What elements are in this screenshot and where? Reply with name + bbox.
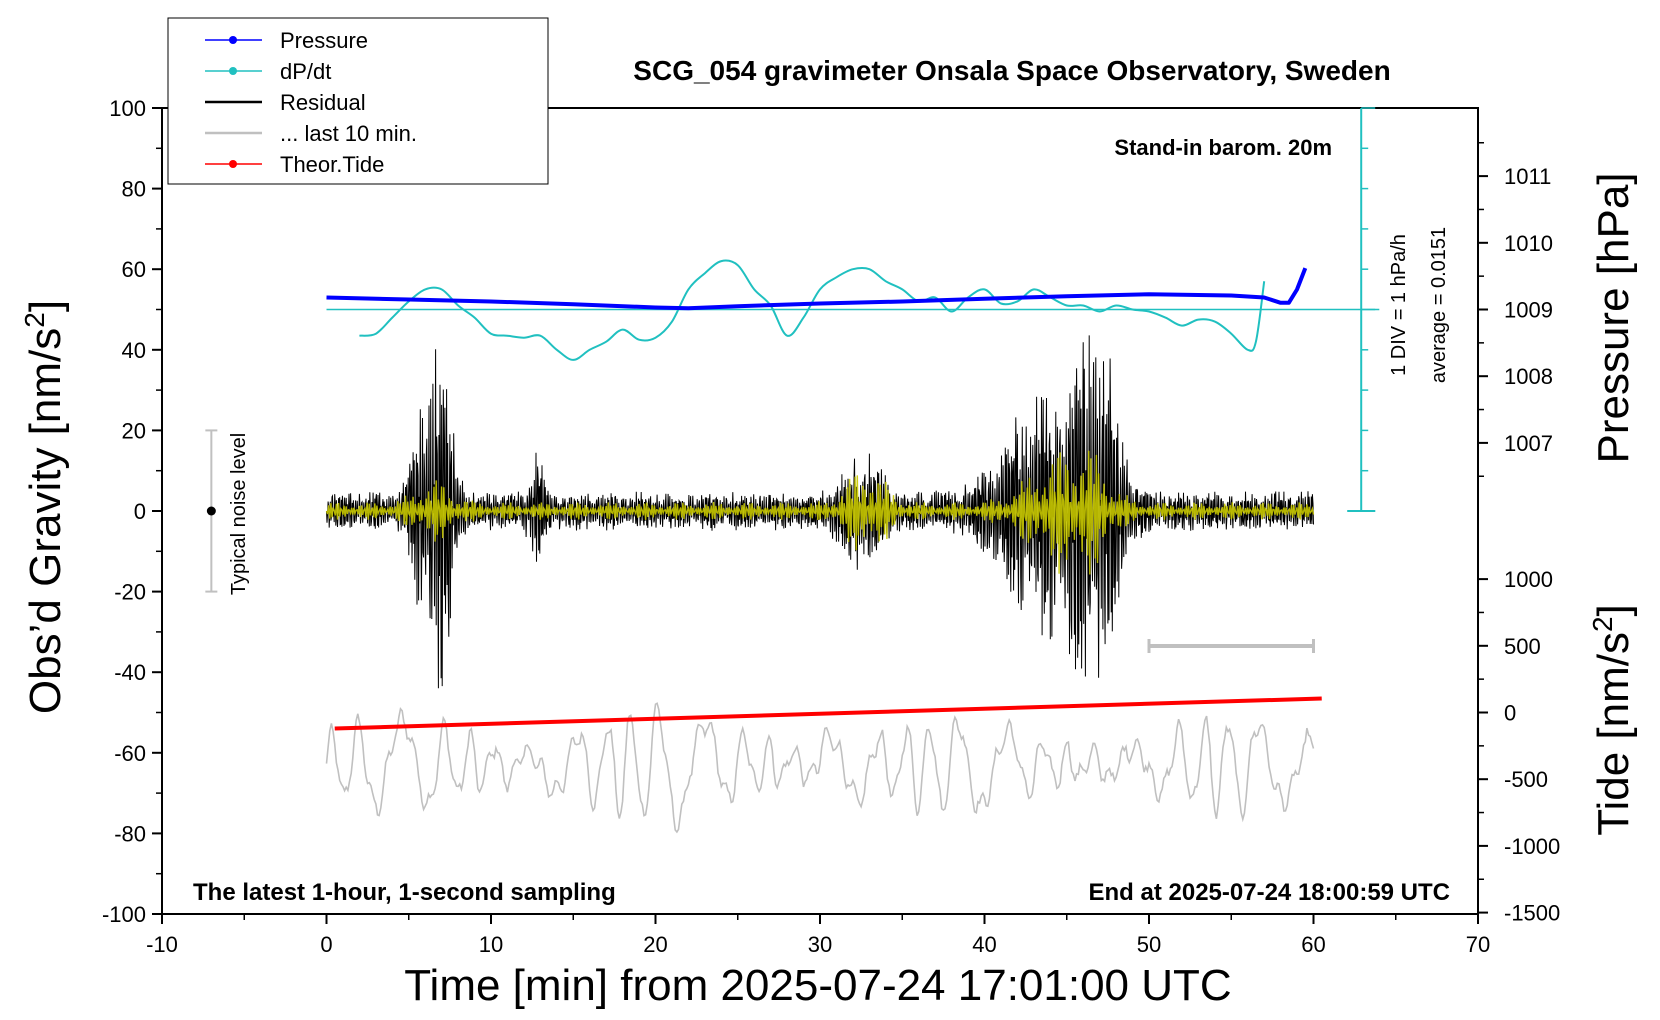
y-tick-label: -100 xyxy=(102,902,146,927)
tide-tick-label: -1500 xyxy=(1504,901,1560,926)
y-tick-label: 40 xyxy=(122,338,146,363)
legend-marker xyxy=(229,67,237,75)
x-tick-label: 50 xyxy=(1137,932,1161,957)
y-tick-label: -80 xyxy=(114,821,146,846)
x-tick-label: 20 xyxy=(643,932,667,957)
y-axis-left: 100 80 60 40 20 0 -20 -40 -60 -80 -100 xyxy=(102,96,162,927)
legend-marker xyxy=(229,160,237,168)
x-tick-label: 10 xyxy=(479,932,503,957)
y-axis-label-pressure: Pressure [hPa] xyxy=(1589,172,1638,463)
tide-axis: 1000 500 0 -500 -1000 -1500 xyxy=(1478,567,1560,926)
div-label: 1 DIV = 1 hPa/h xyxy=(1388,234,1410,376)
pressure-line xyxy=(326,267,1308,311)
y-tick-label: 80 xyxy=(122,177,146,202)
x-tick-label: -10 xyxy=(146,932,178,957)
y-tick-label: -20 xyxy=(114,580,146,605)
y-tick-label: 0 xyxy=(134,499,146,524)
legend-label: Theor.Tide xyxy=(280,152,384,177)
tide-tick-label: -1000 xyxy=(1504,834,1560,859)
tide-tick-label: 500 xyxy=(1504,634,1541,659)
tide-tick-label: 1000 xyxy=(1504,567,1553,592)
legend: Pressure dP/dt Residual ... last 10 min. The… xyxy=(167,17,549,185)
series-layer xyxy=(205,259,1380,834)
x-axis-label: Time [min] from 2025-07-24 17:01:00 UTC xyxy=(404,961,1231,1010)
average-label: average = 0.0151 xyxy=(1428,227,1450,383)
legend-marker xyxy=(229,36,237,44)
stand-in-label: Stand-in barom. 20m xyxy=(1114,135,1332,160)
x-tick-label: 70 xyxy=(1466,932,1490,957)
end-at-label: End at 2025-07-24 18:00:59 UTC xyxy=(1089,879,1451,906)
pressure-tick-label: 1010 xyxy=(1504,231,1553,256)
y-tick-label: 60 xyxy=(122,257,146,282)
legend-label: dP/dt xyxy=(280,59,331,84)
tide-line xyxy=(334,696,1322,731)
x-tick-label: 0 xyxy=(320,932,332,957)
tide-tick-label: -500 xyxy=(1504,767,1548,792)
x-axis: -10 0 10 20 30 40 50 60 70 xyxy=(146,914,1490,957)
tide-tick-label: 0 xyxy=(1504,701,1516,726)
noise-bar-dot xyxy=(206,506,216,516)
legend-label: Pressure xyxy=(280,28,368,53)
legend-label: Residual xyxy=(280,90,366,115)
last-10-min-line xyxy=(325,702,1315,834)
chart-title: SCG_054 gravimeter Onsala Space Observat… xyxy=(633,55,1390,86)
x-tick-label: 30 xyxy=(808,932,832,957)
y-tick-label: -60 xyxy=(114,741,146,766)
legend-label: ... last 10 min. xyxy=(280,121,417,146)
y-tick-label: -40 xyxy=(114,660,146,685)
x-tick-label: 60 xyxy=(1301,932,1325,957)
pressure-tick-label: 1007 xyxy=(1504,431,1553,456)
filtered-residual-line xyxy=(325,450,1315,575)
latest-label: The latest 1-hour, 1-second sampling xyxy=(193,879,616,906)
pressure-tick-label: 1009 xyxy=(1504,298,1553,323)
pressure-tick-label: 1008 xyxy=(1504,364,1553,389)
dpdt-line xyxy=(359,259,1266,361)
pressure-axis: 1011 1010 1009 1008 1007 xyxy=(1478,142,1553,477)
y-axis-label-tide: Tide [nm/s2] xyxy=(1587,604,1638,836)
y-tick-label: 100 xyxy=(109,96,146,121)
y-axis-label-left: Obs’d Gravity [nm/s2] xyxy=(19,300,70,714)
y-tick-label: 20 xyxy=(122,418,146,443)
noise-label: Typical noise level xyxy=(228,433,250,595)
x-tick-label: 40 xyxy=(972,932,996,957)
pressure-tick-label: 1011 xyxy=(1504,164,1551,189)
